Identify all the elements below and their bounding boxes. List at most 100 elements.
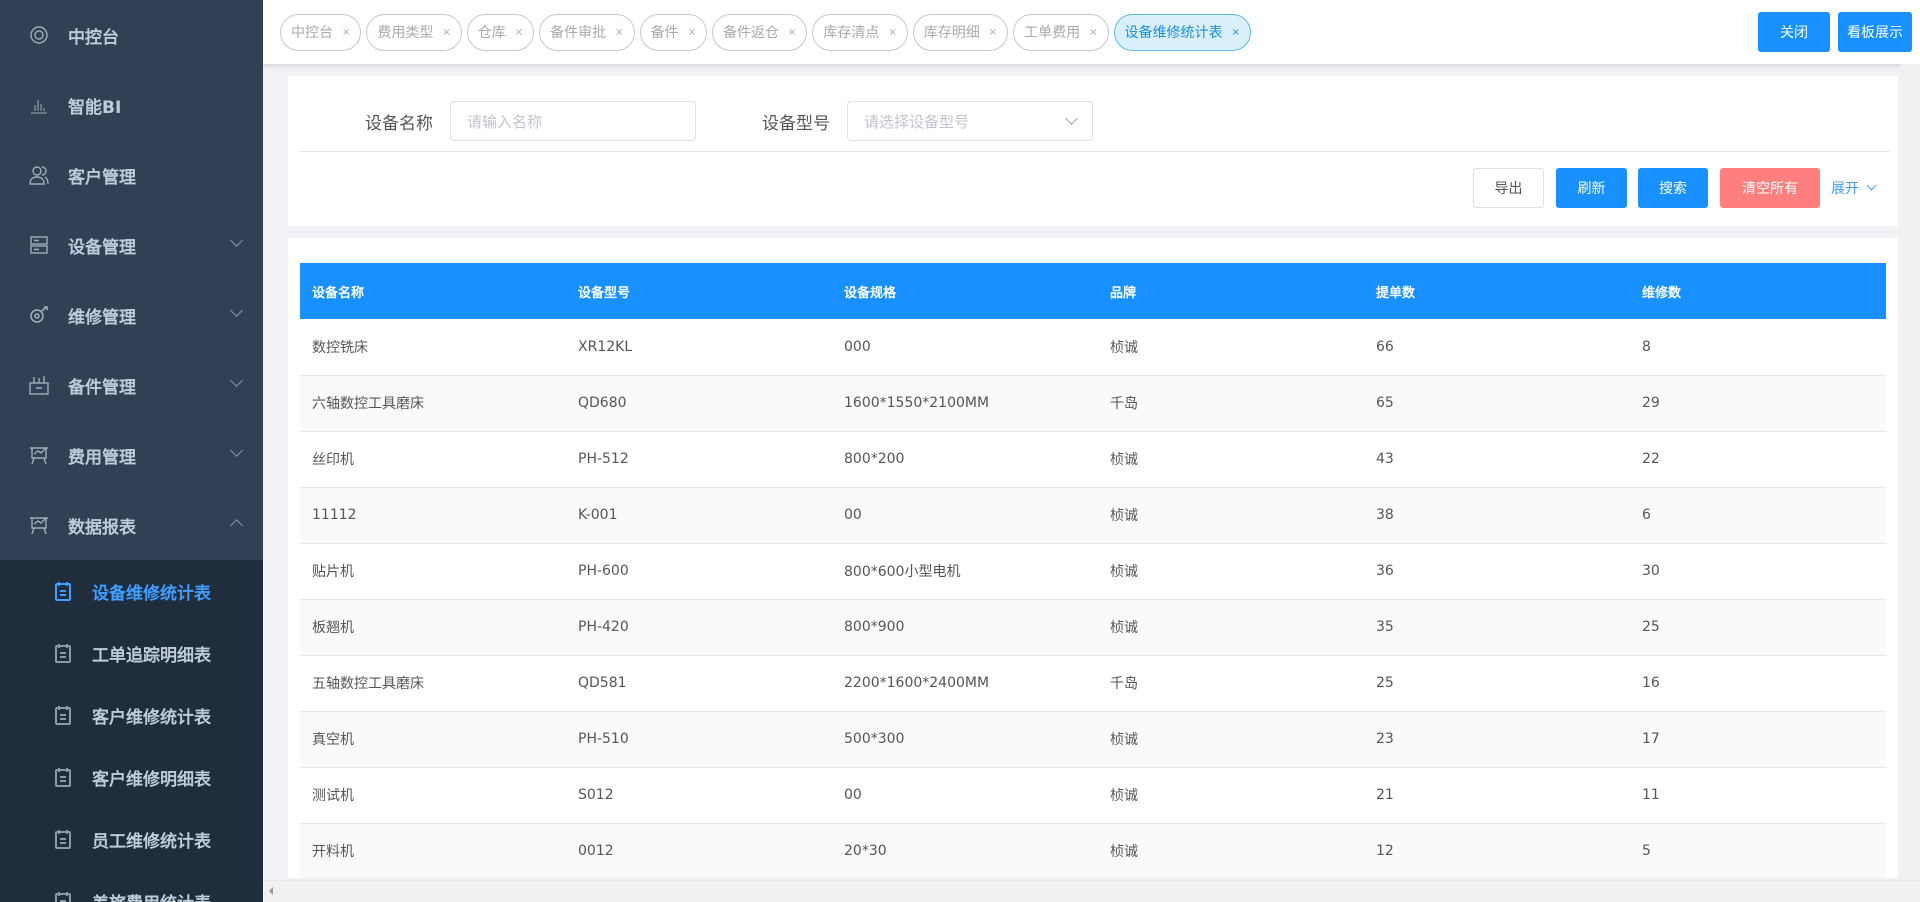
device-model-select[interactable]: 请选择设备型号 xyxy=(847,101,1093,141)
table-cell: 桢诚 xyxy=(1098,319,1364,376)
sidebar-subitem[interactable]: 工单追踪明细表 xyxy=(0,622,263,684)
vertical-scrollbar[interactable] xyxy=(1900,64,1920,880)
table-cell: QD581 xyxy=(566,655,832,712)
horizontal-scrollbar[interactable] xyxy=(263,880,1920,902)
table-panel: 设备名称 设备型号 设备规格 品牌 提单数 维修数 数控铣床 XR12KL 000 桢诚 66 8 六… xyxy=(288,238,1898,878)
sidebar-subitem[interactable]: 客户维修统计表 xyxy=(0,684,263,746)
table-cell: 5 xyxy=(1630,823,1886,878)
scroll-left-arrow-icon[interactable] xyxy=(269,887,273,895)
device-model-label: 设备型号 xyxy=(762,114,830,134)
table-row: 11112 K-001 00 桢诚 38 6 xyxy=(300,487,1886,544)
sidebar-item-label: 费用管理 xyxy=(68,447,136,468)
sidebar-subitem[interactable]: 员工维修统计表 xyxy=(0,808,263,870)
expand-label: 展开 xyxy=(1831,181,1859,197)
submenu-data-reports: 设备维修统计表工单追踪明细表客户维修统计表客户维修明细表员工维修统计表差旅费用统… xyxy=(0,560,263,902)
tab[interactable]: 仓库 × xyxy=(466,13,535,51)
expand-toggle[interactable]: 展开 xyxy=(1831,168,1886,208)
sidebar-subitem[interactable]: 设备维修统计表 xyxy=(0,560,263,622)
table-cell: 38 xyxy=(1364,487,1630,544)
chevron-up-icon xyxy=(230,519,243,532)
chevron-down-icon xyxy=(230,374,243,387)
sidebar-item[interactable]: 中控台 xyxy=(0,0,263,70)
table-cell: 桢诚 xyxy=(1098,711,1364,768)
table-cell: 六轴数控工具磨床 xyxy=(300,375,566,432)
close-icon[interactable]: × xyxy=(787,26,797,38)
close-icon[interactable]: × xyxy=(888,26,897,38)
sidebar-item-label: 中控台 xyxy=(68,27,119,48)
tab[interactable]: 库存清点 × xyxy=(812,13,908,51)
chevron-down-icon xyxy=(230,444,243,457)
table-cell: 数控铣床 xyxy=(300,319,566,376)
sidebar-subitem-label: 差旅费用统计表 xyxy=(92,889,211,902)
table-cell: 桢诚 xyxy=(1098,599,1364,656)
sidebar-subitem[interactable]: 差旅费用统计表 xyxy=(0,870,263,902)
table-cell: 丝印机 xyxy=(300,431,566,488)
sidebar-item[interactable]: 维修管理 xyxy=(0,280,263,350)
device-model-placeholder: 请选择设备型号 xyxy=(864,112,970,131)
tab[interactable]: 备件返仓 × xyxy=(711,13,808,51)
table-cell: 21 xyxy=(1364,767,1630,824)
table-cell: 0012 xyxy=(566,823,832,878)
calendar-icon xyxy=(54,767,72,787)
column-header: 设备名称 xyxy=(300,263,566,319)
tab-label: 库存明细 xyxy=(923,25,980,41)
calendar-icon xyxy=(54,643,72,663)
tab-label: 库存清点 xyxy=(823,25,880,41)
close-icon[interactable]: × xyxy=(1231,26,1240,38)
close-button[interactable]: 关闭 xyxy=(1758,12,1830,52)
table-cell: 千岛 xyxy=(1098,655,1364,712)
tab[interactable]: 工单费用 × xyxy=(1013,13,1109,51)
table-cell: QD680 xyxy=(566,375,832,432)
sidebar-item[interactable]: 费用管理 xyxy=(0,420,263,490)
column-header: 设备规格 xyxy=(832,263,1098,319)
close-icon[interactable]: × xyxy=(342,26,351,38)
close-icon[interactable]: × xyxy=(514,26,524,38)
lifebuoy-icon xyxy=(28,24,50,46)
table-cell: PH-420 xyxy=(566,599,832,656)
table-cell: 千岛 xyxy=(1098,375,1364,432)
tab-label: 备件 xyxy=(650,25,679,41)
table-row: 数控铣床 XR12KL 000 桢诚 66 8 xyxy=(300,319,1886,376)
export-button[interactable]: 导出 xyxy=(1473,168,1544,208)
table-cell: 开料机 xyxy=(300,823,566,878)
clear-all-button[interactable]: 清空所有 xyxy=(1720,168,1820,208)
tab[interactable]: 中控台 × xyxy=(280,13,362,51)
table-cell: 800*200 xyxy=(832,431,1098,488)
sidebar-item-label: 智能BI xyxy=(68,97,122,118)
tab[interactable]: 设备维修统计表 × xyxy=(1113,13,1251,51)
table-cell: 800*600小型电机 xyxy=(832,543,1098,600)
calendar-icon xyxy=(54,891,72,902)
search-button[interactable]: 搜索 xyxy=(1638,168,1708,208)
close-icon[interactable]: × xyxy=(988,26,998,38)
tab-label: 备件返仓 xyxy=(722,25,779,41)
table-cell: 800*900 xyxy=(832,599,1098,656)
stats-table: 设备名称 设备型号 设备规格 品牌 提单数 维修数 数控铣床 XR12KL 000 桢诚 66 8 六… xyxy=(300,263,1886,878)
sidebar-item[interactable]: 数据报表 xyxy=(0,490,263,560)
sidebar-item[interactable]: 备件管理 xyxy=(0,350,263,420)
table-cell: PH-512 xyxy=(566,431,832,488)
sidebar-subitem[interactable]: 客户维修明细表 xyxy=(0,746,263,808)
column-header: 提单数 xyxy=(1364,263,1630,319)
close-icon[interactable]: × xyxy=(615,26,624,38)
tab[interactable]: 备件审批 × xyxy=(539,13,635,51)
tab[interactable]: 备件 × xyxy=(639,13,707,51)
dashboard-button[interactable]: 看板展示 xyxy=(1838,12,1912,52)
close-icon[interactable]: × xyxy=(442,26,451,38)
box-icon xyxy=(28,374,50,396)
table-cell: 桢诚 xyxy=(1098,543,1364,600)
table-row: 贴片机 PH-600 800*600小型电机 桢诚 36 30 xyxy=(300,543,1886,600)
chevron-down-icon xyxy=(1866,180,1877,191)
table-cell: 25 xyxy=(1364,655,1630,712)
sidebar-item[interactable]: 设备管理 xyxy=(0,210,263,280)
close-icon[interactable]: × xyxy=(1089,26,1098,38)
tab-label: 工单费用 xyxy=(1024,25,1081,41)
close-icon[interactable]: × xyxy=(687,26,696,38)
sidebar: 中控台智能BI 客户管理 设备管理 维修管理 备件管理费用管理数据报表 设备维修统计表 工单… xyxy=(0,0,263,902)
tab[interactable]: 费用类型 × xyxy=(366,13,462,51)
device-name-input[interactable]: 请输入名称 xyxy=(450,101,696,141)
sidebar-item[interactable]: 智能BI xyxy=(0,70,263,140)
refresh-button[interactable]: 刷新 xyxy=(1556,168,1627,208)
tab[interactable]: 库存明细 × xyxy=(912,13,1009,51)
table-cell: 桢诚 xyxy=(1098,487,1364,544)
sidebar-item[interactable]: 客户管理 xyxy=(0,140,263,210)
